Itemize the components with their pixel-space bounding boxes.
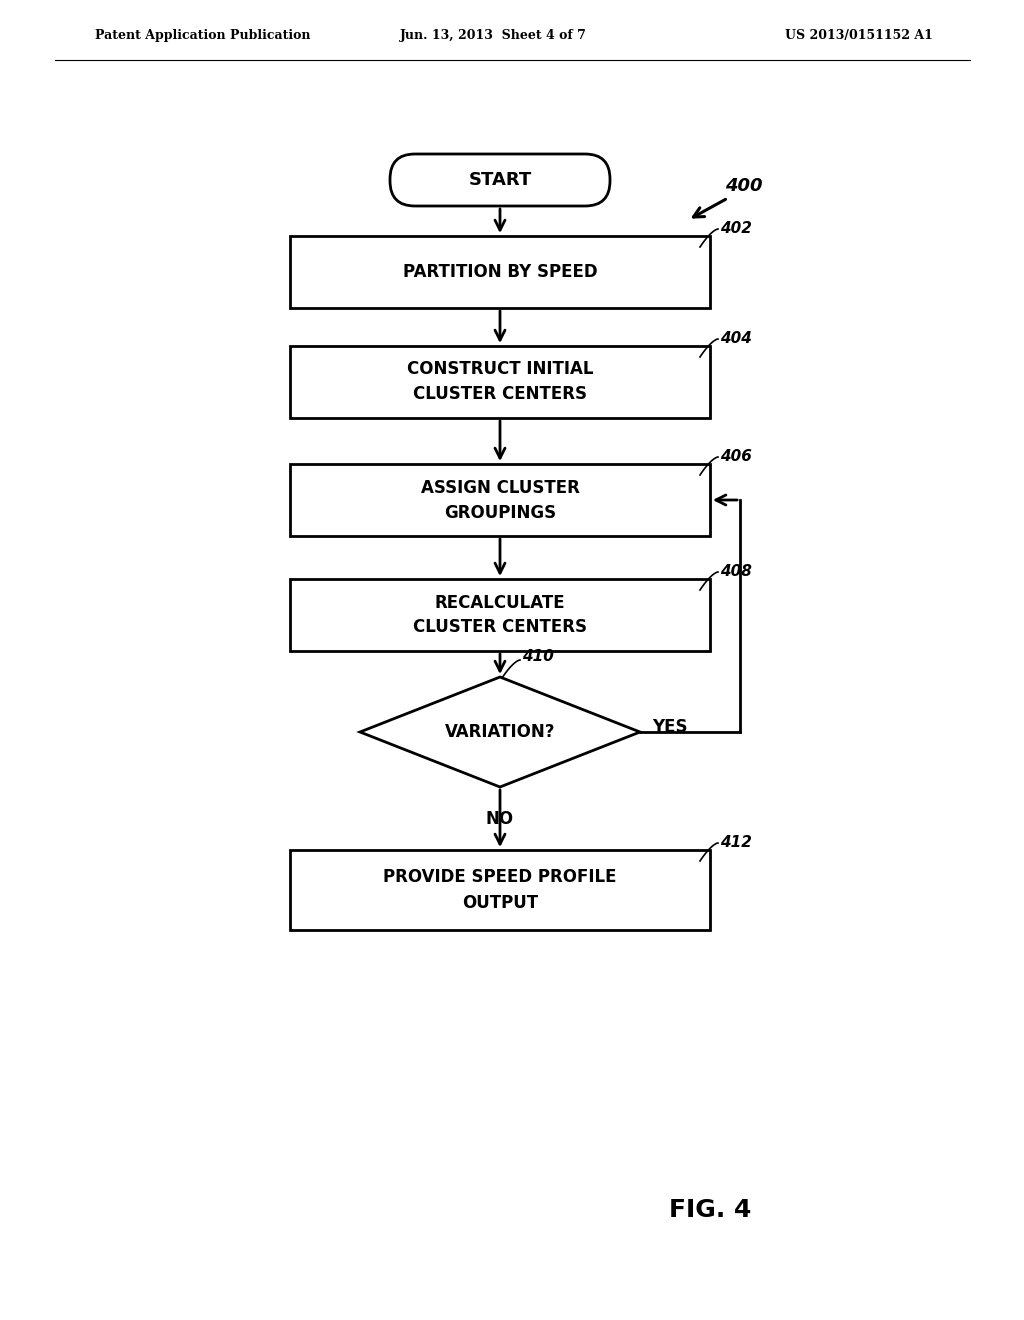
Bar xyxy=(290,850,710,931)
Bar xyxy=(290,579,710,651)
Text: RECALCULATE
CLUSTER CENTERS: RECALCULATE CLUSTER CENTERS xyxy=(413,594,587,636)
Text: YES: YES xyxy=(652,718,687,737)
Text: 410: 410 xyxy=(522,649,554,664)
Text: PARTITION BY SPEED: PARTITION BY SPEED xyxy=(402,263,597,281)
Bar xyxy=(290,465,710,536)
Polygon shape xyxy=(360,677,640,787)
Text: VARIATION?: VARIATION? xyxy=(444,723,555,741)
Text: 400: 400 xyxy=(725,177,763,195)
Text: NO: NO xyxy=(486,810,514,828)
Text: US 2013/0151152 A1: US 2013/0151152 A1 xyxy=(785,29,933,41)
Bar xyxy=(290,236,710,308)
Text: CONSTRUCT INITIAL
CLUSTER CENTERS: CONSTRUCT INITIAL CLUSTER CENTERS xyxy=(407,360,593,404)
Text: START: START xyxy=(468,172,531,189)
Text: PROVIDE SPEED PROFILE
OUTPUT: PROVIDE SPEED PROFILE OUTPUT xyxy=(383,869,616,912)
Bar xyxy=(290,346,710,418)
Text: 402: 402 xyxy=(720,220,752,236)
Text: 408: 408 xyxy=(720,564,752,579)
Text: ASSIGN CLUSTER
GROUPINGS: ASSIGN CLUSTER GROUPINGS xyxy=(421,479,580,521)
Text: 404: 404 xyxy=(720,331,752,346)
Text: Patent Application Publication: Patent Application Publication xyxy=(95,29,310,41)
Text: 412: 412 xyxy=(720,836,752,850)
Text: FIG. 4: FIG. 4 xyxy=(669,1199,752,1222)
FancyBboxPatch shape xyxy=(390,154,610,206)
Text: 406: 406 xyxy=(720,449,752,465)
Text: Jun. 13, 2013  Sheet 4 of 7: Jun. 13, 2013 Sheet 4 of 7 xyxy=(400,29,587,41)
